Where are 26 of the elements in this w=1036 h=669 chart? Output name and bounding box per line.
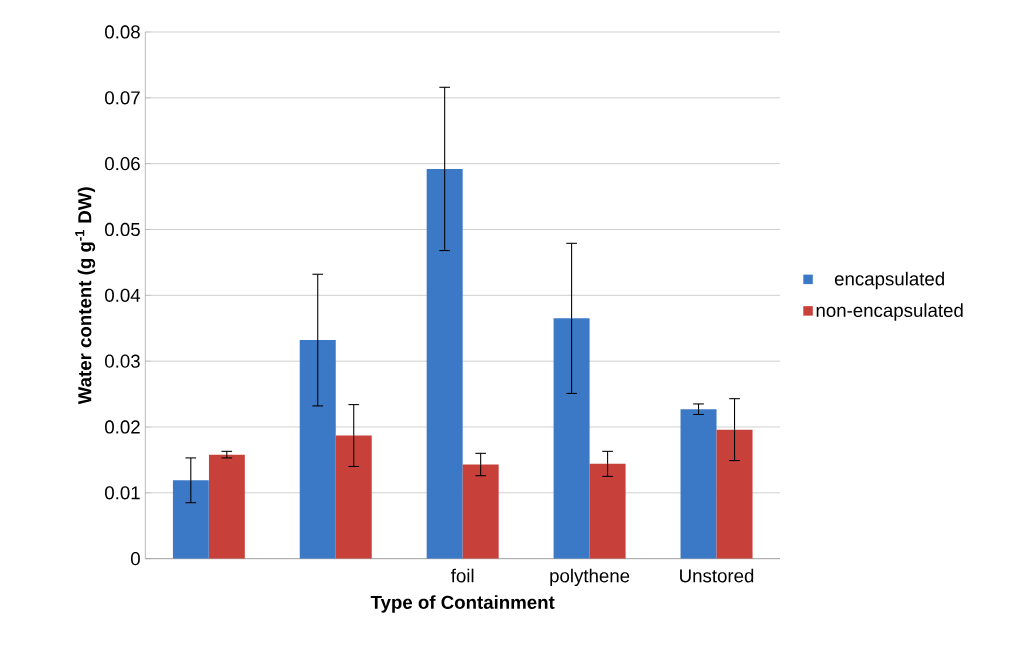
y-tick-label: 0.01 <box>105 486 140 500</box>
bar <box>553 318 590 559</box>
y-tick-label: 0.05 <box>105 222 140 236</box>
y-tick-label: 0.06 <box>105 156 140 171</box>
bar <box>172 480 209 559</box>
x-tick-label: Unstored <box>680 568 754 583</box>
x-tick-label: foil <box>451 568 474 583</box>
bar <box>462 464 499 559</box>
y-tick-label: 0.04 <box>105 288 141 302</box>
y-tick-label: 0.03 <box>105 354 140 368</box>
y-axis-title: Water content (g g$^{-1}$ DW) <box>75 187 96 405</box>
bar <box>335 435 372 559</box>
bar <box>208 454 245 559</box>
bar <box>426 168 463 559</box>
bar <box>716 429 753 559</box>
legend-label: encapsulated <box>834 271 944 290</box>
legend-label: non-encapsulated <box>816 303 963 321</box>
bar <box>299 339 336 559</box>
y-tick-label: 0.08 <box>105 25 140 39</box>
bar <box>680 409 717 559</box>
x-tick-label: polythene <box>550 568 630 586</box>
x-axis-title: Type of Containment <box>370 595 555 613</box>
bar <box>589 463 626 559</box>
y-tick-label: 0 <box>130 551 140 566</box>
y-tick-label: 0.07 <box>105 91 140 105</box>
y-tick-label: 0.02 <box>105 420 140 434</box>
